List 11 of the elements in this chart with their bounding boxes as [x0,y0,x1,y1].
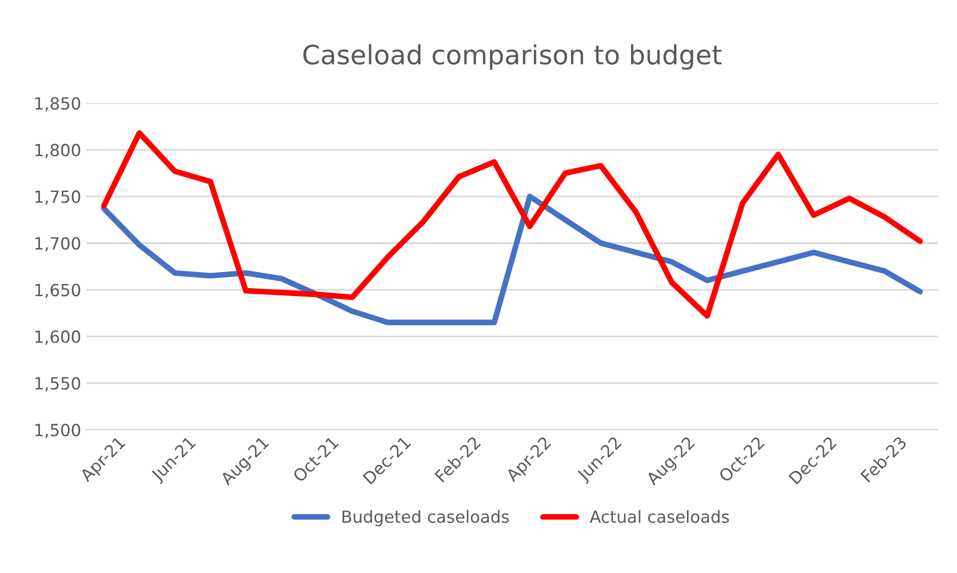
y-tick-label: 1,800 [35,144,80,158]
legend-label: Actual caseloads [590,510,729,523]
chart-title: Caseload comparison to budget [303,44,722,70]
y-tick-label: 1,550 [35,377,80,392]
y-tick-label: 1,700 [35,237,80,252]
y-tick-label: 1,500 [35,424,80,438]
legend-label: Budgeted caseloads [342,510,509,526]
y-tick-label: 1,600 [35,330,80,345]
y-tick-label: 1,750 [35,190,80,205]
y-tick-label: 1,650 [35,284,80,298]
y-tick-label: 1,850 [35,97,80,112]
